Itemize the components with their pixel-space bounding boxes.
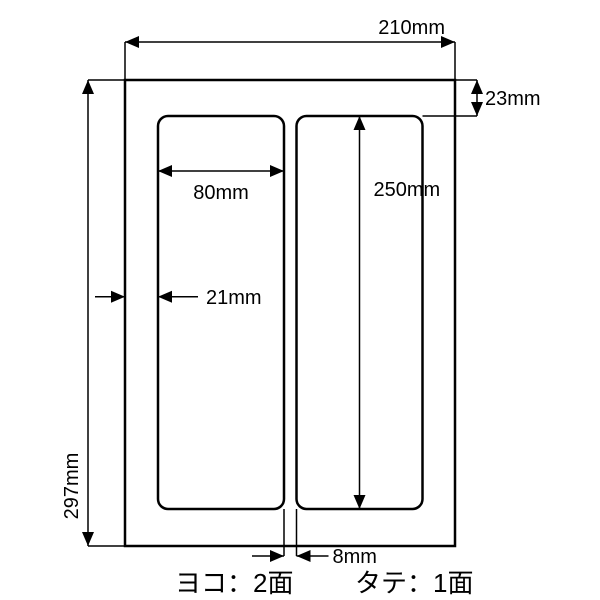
caption-horizontal: ヨコ：2面 [175, 568, 293, 598]
dim-label-total-width: 210mm [378, 17, 445, 39]
dim-label-left-margin: 21mm [206, 287, 262, 309]
dim-label-panel-height: 250mm [374, 179, 441, 201]
caption-vertical: タテ：1面 [355, 568, 473, 598]
dim-label-total-height: 297mm [61, 453, 83, 520]
sheet-outline [125, 80, 455, 546]
dim-label-panel-width: 80mm [193, 182, 249, 204]
dim-label-gap: 8mm [333, 546, 377, 568]
dim-label-top-margin: 23mm [485, 88, 541, 110]
label-panel-left [158, 116, 284, 509]
